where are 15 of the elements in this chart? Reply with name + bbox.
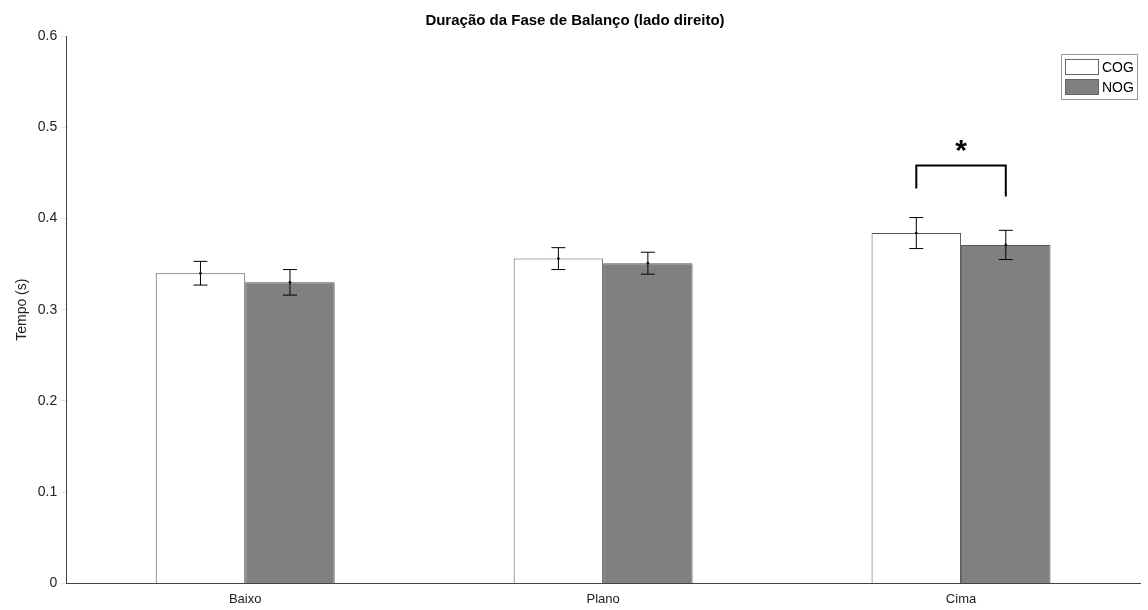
text: COG [1102, 59, 1134, 75]
x-tick-label: Plano [586, 590, 620, 606]
y-tick-label: 0.4 [37, 209, 58, 226]
y-tick-label: 0 [49, 574, 58, 591]
y-tick-label: 0.1 [37, 483, 58, 500]
y-axis-title: Tempo (s) [13, 278, 30, 341]
legend-label: NOG [1102, 79, 1134, 95]
x-tick-label: Baixo [228, 590, 262, 606]
y-tick-label: 0.6 [37, 26, 58, 43]
x-tick-label: Cima [945, 590, 977, 606]
y-tick-label: 0.5 [37, 118, 58, 135]
annotation: * [955, 132, 968, 166]
y-tick-label: 0.2 [37, 391, 58, 408]
y-tick-label: 0.3 [37, 300, 58, 317]
chart-title: Duração da Fase de Balanço (lado direito) [425, 11, 725, 29]
